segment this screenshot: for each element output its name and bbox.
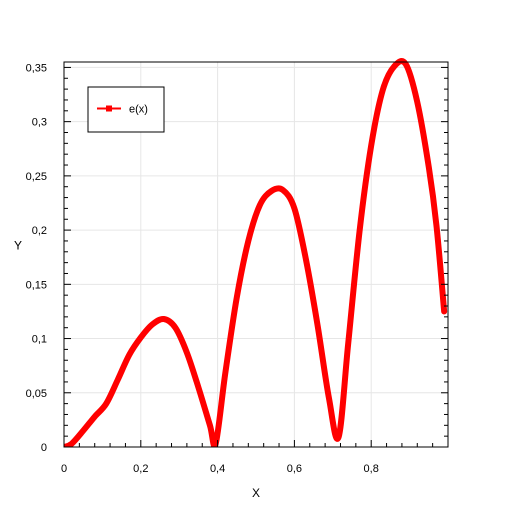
series-line-0 <box>64 58 448 447</box>
plot-frame <box>63 61 449 448</box>
y-tick-label: 0,25 <box>26 171 47 183</box>
x-tick-label: 0,4 <box>210 463 225 475</box>
y-tick-label: 0,05 <box>26 388 47 400</box>
axis-ticks <box>63 66 448 448</box>
grid <box>64 62 448 447</box>
x-tick-label: 0,2 <box>133 463 148 475</box>
y-tick-label: 0,1 <box>32 334 47 346</box>
y-tick-label: 0 <box>41 442 47 454</box>
y-tick-label: 0,35 <box>26 62 47 74</box>
y-tick-label: 0,3 <box>32 117 47 129</box>
legend-swatch-marker <box>106 105 112 112</box>
y-tick-label: 0,15 <box>26 279 47 291</box>
legend: e(x) <box>87 86 165 133</box>
y-axis-title: Y <box>14 239 22 253</box>
x-axis-title: X <box>252 486 260 500</box>
x-tick-label: 0,8 <box>364 463 379 475</box>
x-tick-label: 0 <box>61 463 67 475</box>
x-tick-label: 0,6 <box>287 463 302 475</box>
series-layer <box>64 58 448 447</box>
tick-labels: 0 0,2 0,4 0,6 0,8 0 0,05 0,1 0,15 0,2 0,25 0,3 0,35 <box>26 62 379 475</box>
y-tick-label: 0,2 <box>32 225 47 237</box>
legend-entry-label: e(x) <box>129 104 148 116</box>
